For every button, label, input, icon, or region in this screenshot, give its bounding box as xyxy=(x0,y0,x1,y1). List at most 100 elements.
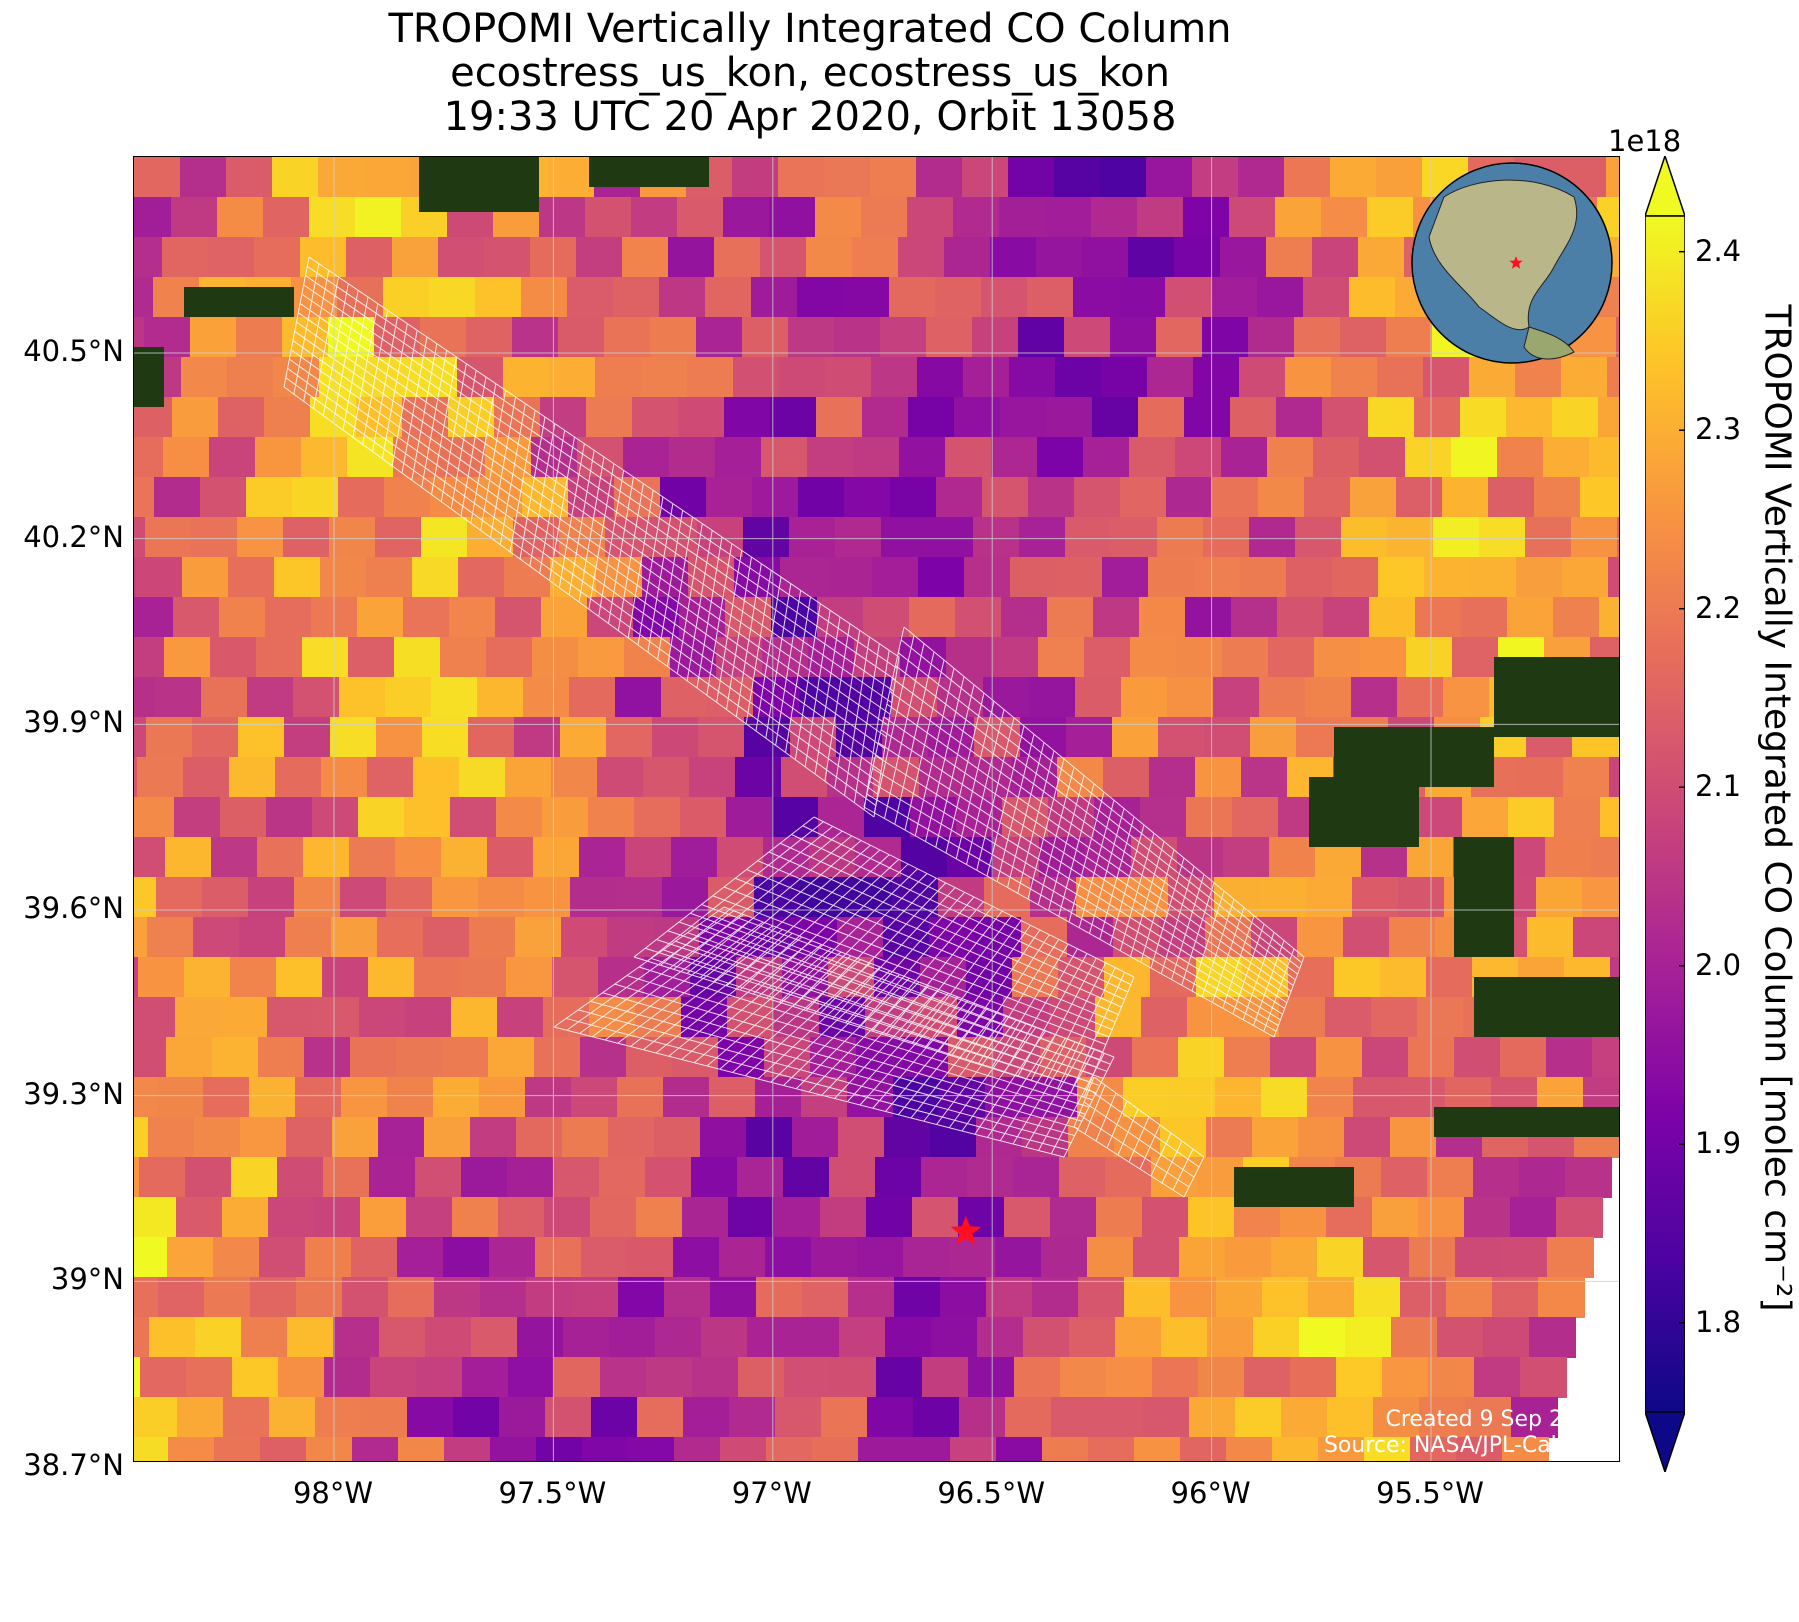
co-pixel xyxy=(1358,237,1405,278)
co-pixel xyxy=(955,597,1002,638)
co-pixel xyxy=(237,517,284,558)
co-pixel xyxy=(1147,357,1194,398)
co-pixel xyxy=(366,557,413,598)
co-pixel xyxy=(710,1277,757,1318)
co-pixel xyxy=(1232,797,1279,838)
co-pixel xyxy=(413,757,460,798)
co-pixel xyxy=(275,757,322,798)
co-pixel xyxy=(421,517,468,558)
co-pixel xyxy=(719,1237,766,1278)
co-pixel xyxy=(990,237,1037,278)
co-pixel xyxy=(230,957,277,998)
co-pixel xyxy=(1325,997,1372,1038)
co-pixel xyxy=(907,197,954,238)
graticule xyxy=(134,157,1619,1461)
co-pixel xyxy=(953,197,1000,238)
co-pixel xyxy=(165,837,212,878)
co-pixel xyxy=(1349,277,1396,318)
co-pixel xyxy=(422,717,469,758)
co-pixel xyxy=(1372,1197,1419,1238)
co-column-map[interactable] xyxy=(134,157,1620,1462)
co-pixel xyxy=(1267,437,1314,478)
co-pixel xyxy=(424,1117,471,1158)
lat-tick-label: 39.6°N xyxy=(23,891,124,925)
co-pixel xyxy=(959,1397,1006,1438)
co-pixel xyxy=(1367,197,1414,238)
co-pixel xyxy=(202,877,249,918)
co-pixel xyxy=(1142,1197,1189,1238)
co-pixel xyxy=(211,837,258,878)
co-pixel xyxy=(257,837,304,878)
co-pixel xyxy=(174,797,221,838)
co-pixel xyxy=(1178,1037,1225,1078)
co-pixel xyxy=(1488,477,1535,518)
co-pixel xyxy=(1028,477,1075,518)
co-pixel xyxy=(1415,597,1462,638)
co-pixel xyxy=(919,757,966,798)
co-pixel xyxy=(134,517,146,558)
co-pixel xyxy=(487,837,534,878)
co-pixel xyxy=(1111,517,1158,558)
tropomi-pixels xyxy=(134,157,1619,1461)
co-pixel xyxy=(1553,597,1600,638)
co-pixel xyxy=(384,477,431,518)
co-pixel xyxy=(678,397,725,438)
co-pixel xyxy=(134,1037,167,1078)
co-pixel xyxy=(1391,1317,1438,1358)
co-pixel xyxy=(1143,1397,1190,1438)
co-pixel xyxy=(438,237,485,278)
co-pixel xyxy=(1552,397,1599,438)
co-pixel xyxy=(552,957,599,998)
co-pixel xyxy=(604,317,651,358)
co-pixel xyxy=(763,837,810,878)
co-pixel xyxy=(134,917,148,958)
co-pixel xyxy=(1235,1397,1282,1438)
co-pixel xyxy=(341,1077,388,1118)
co-pixel xyxy=(967,1157,1014,1198)
co-pixel xyxy=(1501,1237,1548,1278)
co-pixel xyxy=(134,197,172,238)
co-pixel xyxy=(172,397,219,438)
co-pixel xyxy=(1225,1237,1272,1278)
co-pixel xyxy=(1427,1157,1474,1198)
co-pixel xyxy=(1205,917,1252,958)
co-pixel xyxy=(1270,1037,1317,1078)
co-pixel xyxy=(1189,1397,1236,1438)
co-pixel xyxy=(536,1437,583,1461)
co-pixel xyxy=(866,1197,913,1238)
co-pixel xyxy=(148,1117,195,1158)
co-pixel xyxy=(1520,1357,1567,1398)
co-pixel xyxy=(1139,597,1186,638)
co-pixel xyxy=(284,717,331,758)
co-pixel xyxy=(1249,517,1296,558)
co-pixel xyxy=(222,1197,269,1238)
co-pixel xyxy=(1307,1077,1354,1118)
co-pixel xyxy=(1446,1277,1493,1318)
co-pixel xyxy=(267,997,314,1038)
co-pixel xyxy=(844,477,891,518)
co-pixel xyxy=(1186,797,1233,838)
co-pixel xyxy=(1212,477,1259,518)
co-pixel xyxy=(513,517,560,558)
co-pixel xyxy=(661,677,708,718)
co-pixel xyxy=(1272,1437,1319,1461)
co-pixel xyxy=(964,557,1011,598)
co-pixel xyxy=(737,1157,784,1198)
co-pixel xyxy=(1005,1397,1052,1438)
co-pixel xyxy=(1492,1277,1539,1318)
co-pixel xyxy=(985,1077,1032,1118)
co-pixel xyxy=(486,637,533,678)
co-pixel xyxy=(505,757,552,798)
co-pixel xyxy=(752,477,799,518)
co-pixel xyxy=(1376,157,1423,198)
co-pixel xyxy=(352,1437,399,1461)
co-pixel xyxy=(154,477,201,518)
co-pixel xyxy=(1047,597,1094,638)
co-pixel xyxy=(677,197,724,238)
map-panel[interactable]: Created 9 Sep 2024 Source: NASA/JPL-Calt… xyxy=(133,156,1620,1462)
co-pixel xyxy=(1409,1237,1456,1278)
co-pixel xyxy=(1469,357,1516,398)
co-pixel xyxy=(265,597,312,638)
co-pixel xyxy=(616,877,663,918)
co-pixel xyxy=(1240,557,1287,598)
